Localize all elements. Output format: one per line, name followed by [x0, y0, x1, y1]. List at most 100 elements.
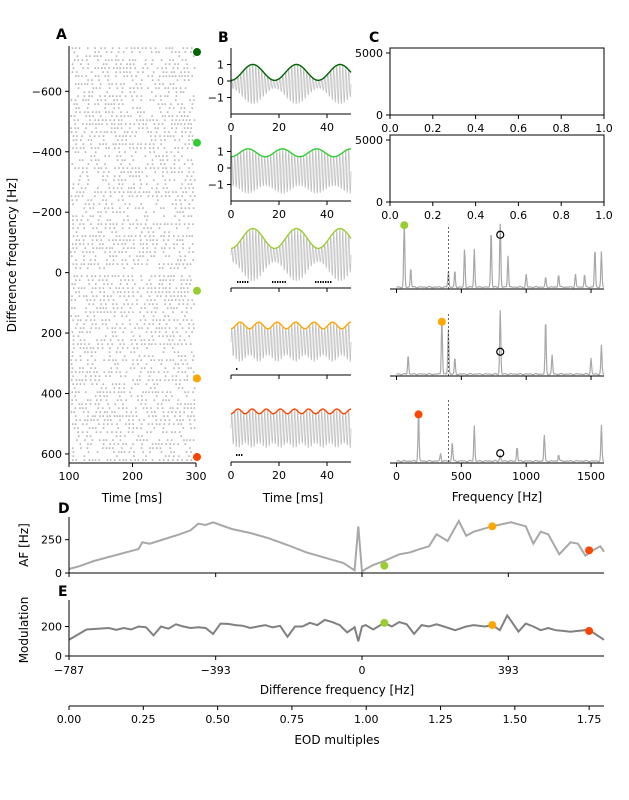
spike	[123, 451, 126, 453]
spike	[129, 143, 131, 145]
spike	[87, 199, 89, 201]
spike	[112, 259, 115, 261]
spike	[115, 371, 118, 373]
spike	[135, 227, 138, 229]
spike	[166, 171, 169, 173]
spike	[107, 79, 109, 81]
spike	[100, 223, 103, 225]
spike	[86, 275, 88, 277]
spike	[158, 51, 160, 53]
spike	[97, 167, 100, 169]
spike	[95, 323, 97, 325]
spike	[76, 71, 78, 73]
spike	[192, 359, 194, 361]
spike	[170, 123, 173, 125]
spike	[122, 199, 124, 201]
spike	[83, 343, 86, 345]
spike	[162, 431, 164, 433]
spike	[187, 403, 189, 405]
spike	[191, 47, 193, 49]
spike	[163, 231, 166, 233]
spike	[175, 95, 178, 97]
spike	[129, 67, 132, 69]
spike	[154, 83, 157, 85]
spike	[131, 275, 133, 277]
spike	[108, 447, 111, 449]
spike	[148, 143, 151, 145]
spike	[84, 375, 87, 377]
spike	[119, 211, 121, 213]
spike	[180, 287, 182, 289]
spike	[105, 303, 107, 305]
spike	[85, 167, 88, 169]
spike	[107, 295, 109, 297]
spike-tick	[279, 281, 281, 283]
spike	[132, 379, 134, 381]
spike	[127, 431, 130, 433]
spike	[102, 139, 105, 141]
spike	[85, 423, 88, 425]
spike	[121, 139, 123, 141]
spike	[191, 235, 193, 237]
spike	[75, 279, 77, 281]
spike	[151, 391, 154, 393]
spike	[79, 339, 82, 341]
spike	[141, 127, 144, 129]
spike	[115, 303, 118, 305]
spike	[116, 455, 118, 457]
spike	[138, 251, 141, 253]
spike	[167, 411, 170, 413]
spike	[183, 67, 185, 69]
spike	[114, 127, 116, 129]
spike	[149, 251, 152, 253]
spike	[165, 191, 167, 193]
spike	[192, 207, 195, 209]
spike	[116, 263, 119, 265]
spike	[183, 339, 186, 341]
spike	[132, 359, 134, 361]
spike	[146, 247, 148, 249]
spike	[121, 251, 123, 253]
spike	[71, 163, 74, 165]
spike	[161, 359, 163, 361]
spike	[168, 455, 170, 457]
spike	[136, 195, 138, 197]
spike	[129, 127, 131, 129]
spike	[96, 227, 98, 229]
spike	[89, 371, 91, 373]
spike	[162, 187, 165, 189]
spike	[159, 319, 161, 321]
spike	[120, 111, 122, 113]
spike	[144, 59, 147, 61]
spike	[175, 307, 178, 309]
spike	[133, 451, 135, 453]
spike	[177, 363, 180, 365]
spike	[172, 107, 175, 109]
spike	[189, 423, 192, 425]
spike	[175, 263, 178, 265]
spike	[166, 415, 169, 417]
spike	[183, 439, 185, 441]
spike	[105, 375, 107, 377]
spike	[155, 131, 158, 133]
spectrum: 0 500 1000 1500	[390, 400, 605, 483]
spike	[77, 427, 79, 429]
spike	[119, 207, 121, 209]
spike	[146, 227, 149, 229]
spike	[179, 87, 182, 89]
spike	[178, 367, 180, 369]
spike	[168, 423, 170, 425]
spike	[102, 143, 104, 145]
spike	[164, 63, 167, 65]
spike	[128, 423, 131, 425]
spike	[160, 111, 162, 113]
spike	[173, 243, 175, 245]
spike	[164, 103, 166, 105]
y-tick-label: 0	[376, 109, 383, 122]
panel-e-y-axis-label: Modulation	[17, 597, 31, 664]
spike	[77, 119, 79, 121]
spike	[75, 371, 77, 373]
peak-marker	[437, 317, 446, 326]
spike	[80, 63, 82, 65]
spike	[80, 187, 83, 189]
